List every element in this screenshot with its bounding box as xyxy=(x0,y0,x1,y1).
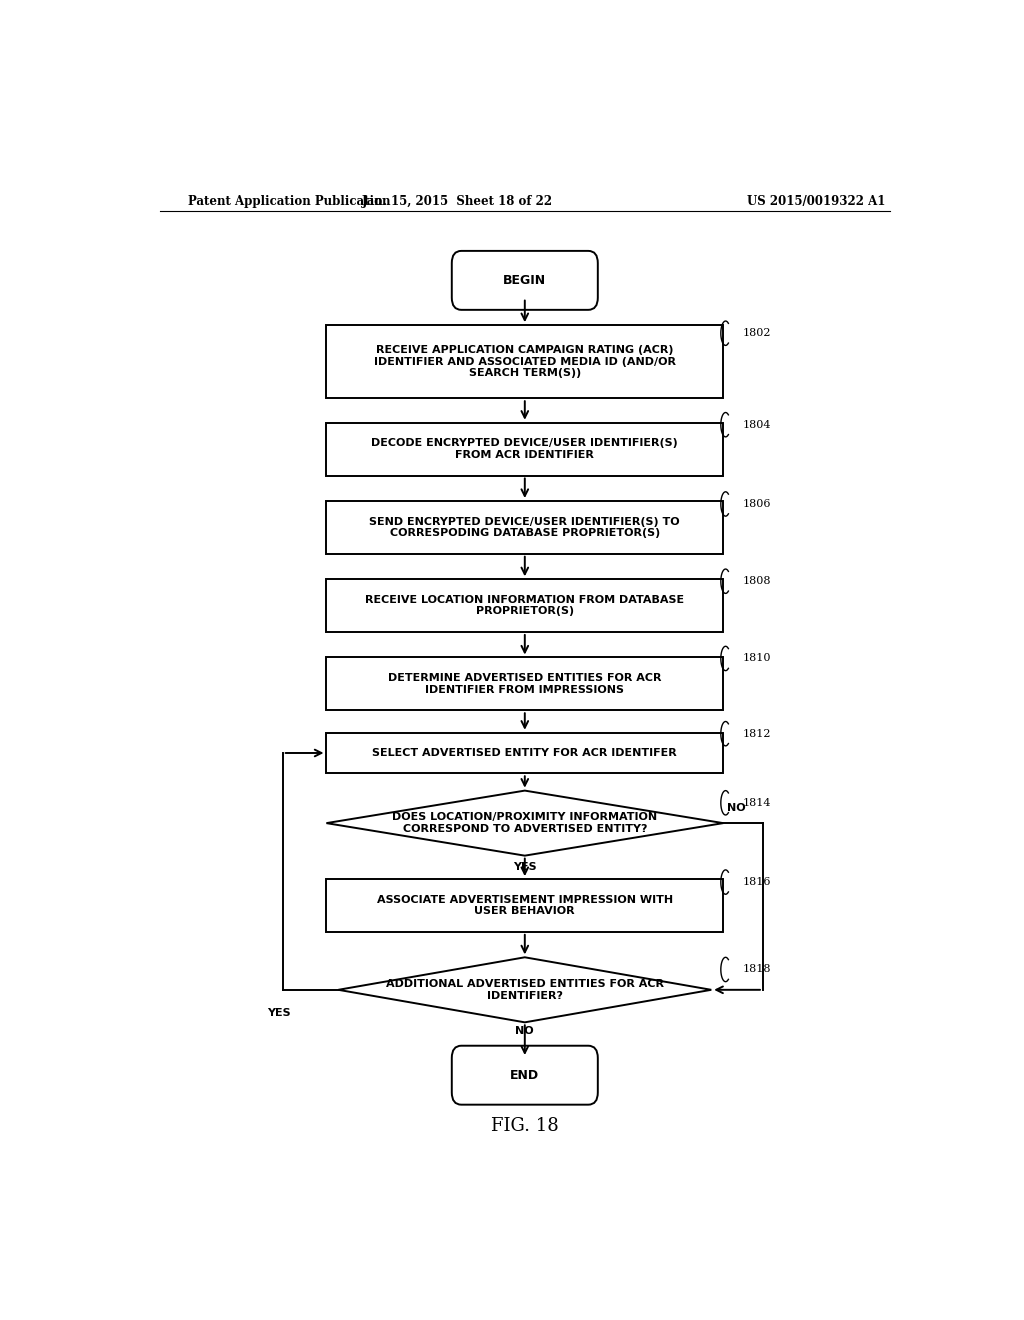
Text: US 2015/0019322 A1: US 2015/0019322 A1 xyxy=(748,194,886,207)
Bar xyxy=(327,879,723,932)
Text: DOES LOCATION/PROXIMITY INFORMATION
CORRESPOND TO ADVERTISED ENTITY?: DOES LOCATION/PROXIMITY INFORMATION CORR… xyxy=(392,812,657,834)
Text: DECODE ENCRYPTED DEVICE/USER IDENTIFIER(S)
FROM ACR IDENTIFIER: DECODE ENCRYPTED DEVICE/USER IDENTIFIER(… xyxy=(372,438,678,459)
Text: BEGIN: BEGIN xyxy=(503,273,547,286)
Bar xyxy=(327,325,723,399)
Text: RECEIVE LOCATION INFORMATION FROM DATABASE
PROPRIETOR(S): RECEIVE LOCATION INFORMATION FROM DATABA… xyxy=(366,595,684,616)
Bar xyxy=(327,579,723,632)
Text: Jan. 15, 2015  Sheet 18 of 22: Jan. 15, 2015 Sheet 18 of 22 xyxy=(361,194,553,207)
FancyBboxPatch shape xyxy=(452,251,598,310)
Text: ADDITIONAL ADVERTISED ENTITIES FOR ACR
IDENTIFIER?: ADDITIONAL ADVERTISED ENTITIES FOR ACR I… xyxy=(386,979,664,1001)
Text: SEND ENCRYPTED DEVICE/USER IDENTIFIER(S) TO
CORRESPODING DATABASE PROPRIETOR(S): SEND ENCRYPTED DEVICE/USER IDENTIFIER(S)… xyxy=(370,516,680,539)
FancyBboxPatch shape xyxy=(452,1045,598,1105)
Text: 1816: 1816 xyxy=(743,876,771,887)
Polygon shape xyxy=(327,791,723,855)
Text: NO: NO xyxy=(727,803,745,813)
Text: SELECT ADVERTISED ENTITY FOR ACR IDENTIFER: SELECT ADVERTISED ENTITY FOR ACR IDENTIF… xyxy=(373,748,677,758)
Text: 1808: 1808 xyxy=(743,577,771,586)
Text: RECEIVE APPLICATION CAMPAIGN RATING (ACR)
IDENTIFIER AND ASSOCIATED MEDIA ID (AN: RECEIVE APPLICATION CAMPAIGN RATING (ACR… xyxy=(374,345,676,379)
Bar xyxy=(327,733,723,774)
Text: FIG. 18: FIG. 18 xyxy=(490,1117,559,1135)
Bar xyxy=(327,500,723,554)
Text: 1806: 1806 xyxy=(743,499,771,510)
Text: 1812: 1812 xyxy=(743,729,771,739)
Text: 1802: 1802 xyxy=(743,329,771,338)
Text: END: END xyxy=(510,1069,540,1081)
Bar xyxy=(327,657,723,710)
Text: 1814: 1814 xyxy=(743,797,771,808)
Text: Patent Application Publication: Patent Application Publication xyxy=(187,194,390,207)
Bar xyxy=(327,422,723,475)
Polygon shape xyxy=(338,957,712,1022)
Text: YES: YES xyxy=(513,862,537,871)
Text: DETERMINE ADVERTISED ENTITIES FOR ACR
IDENTIFIER FROM IMPRESSIONS: DETERMINE ADVERTISED ENTITIES FOR ACR ID… xyxy=(388,673,662,694)
Text: 1804: 1804 xyxy=(743,420,771,430)
Text: ASSOCIATE ADVERTISEMENT IMPRESSION WITH
USER BEHAVIOR: ASSOCIATE ADVERTISEMENT IMPRESSION WITH … xyxy=(377,895,673,916)
Text: YES: YES xyxy=(267,1008,291,1018)
Text: 1810: 1810 xyxy=(743,653,771,664)
Text: 1818: 1818 xyxy=(743,965,771,974)
Text: NO: NO xyxy=(515,1027,535,1036)
